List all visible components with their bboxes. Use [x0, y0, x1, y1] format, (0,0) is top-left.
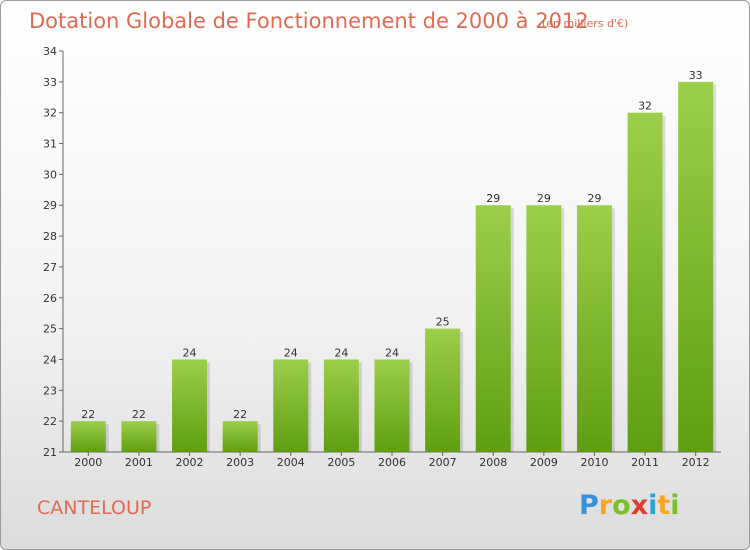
x-tick-label-2012: 2012	[682, 456, 710, 469]
bar-2002	[172, 359, 208, 452]
chart-subtitle: (en milliers d'€)	[542, 17, 629, 30]
y-tick-label: 25	[43, 323, 57, 336]
logo-letter: x	[630, 490, 649, 521]
x-tick-label-2007: 2007	[429, 456, 457, 469]
value-label-2006: 24	[385, 346, 399, 359]
y-tick-label: 30	[43, 168, 57, 181]
x-tick-label-2010: 2010	[580, 456, 608, 469]
y-tick-label: 22	[43, 415, 57, 428]
y-tick-label: 29	[43, 199, 57, 212]
logo-letter: o	[612, 490, 631, 521]
y-tick-label: 28	[43, 230, 57, 243]
bar-2007	[425, 328, 461, 452]
bar-2001	[121, 421, 157, 452]
bar-2005	[323, 359, 359, 452]
value-label-2000: 22	[81, 408, 95, 421]
x-tick-label-2002: 2002	[176, 456, 204, 469]
value-label-2009: 29	[537, 192, 551, 205]
x-tick-label-2003: 2003	[226, 456, 254, 469]
value-label-2002: 24	[183, 346, 197, 359]
bar-2011	[627, 112, 663, 452]
x-tick-label-2000: 2000	[74, 456, 102, 469]
logo-letter: t	[657, 490, 671, 521]
axes: 21 22 23 24 25 26 27 28 29 30 31 32 33 34 2000 2001 2002…	[43, 45, 721, 469]
value-label-2004: 24	[284, 346, 298, 359]
bar-2003	[222, 421, 258, 452]
y-tick-label: 31	[43, 138, 57, 151]
logo-letter: r	[598, 490, 613, 521]
x-tick-label-2008: 2008	[479, 456, 507, 469]
value-label-2011: 32	[638, 100, 652, 113]
x-tick-label-2006: 2006	[378, 456, 406, 469]
value-label-2012: 33	[689, 69, 703, 82]
value-label-2010: 29	[587, 192, 601, 205]
bar-2010	[576, 205, 612, 452]
bar-2004	[273, 359, 309, 452]
bar-2000	[70, 421, 106, 452]
y-tick-label: 24	[43, 353, 57, 366]
y-tick-label: 33	[43, 76, 57, 89]
x-tick-label-2005: 2005	[327, 456, 355, 469]
y-tick-label: 34	[43, 45, 57, 58]
value-label-2005: 24	[334, 346, 348, 359]
y-tick-label: 23	[43, 384, 57, 397]
commune-name: CANTELOUP	[37, 497, 152, 519]
y-tick-label: 27	[43, 261, 57, 274]
x-tick-label-2004: 2004	[277, 456, 305, 469]
proxiti-logo: Proxiti	[579, 490, 680, 521]
value-label-2007: 25	[436, 316, 450, 329]
y-tick-label: 32	[43, 107, 57, 120]
value-labels: 22 22 24 22 24 24 24 25 29 29 29 32 33	[81, 69, 702, 421]
value-label-2008: 29	[486, 192, 500, 205]
value-label-2001: 22	[132, 408, 146, 421]
bar-2009	[526, 205, 562, 452]
logo-letter: i	[670, 490, 680, 521]
logo-letter: P	[579, 490, 599, 521]
bar-2008	[475, 205, 511, 452]
bar-2006	[374, 359, 410, 452]
value-label-2003: 22	[233, 408, 247, 421]
logo-letter: i	[648, 490, 658, 521]
y-tick-label: 26	[43, 292, 57, 305]
bars	[70, 81, 717, 452]
bar-2012	[678, 81, 714, 452]
x-tick-label-2009: 2009	[530, 456, 558, 469]
x-tick-label-2011: 2011	[631, 456, 659, 469]
y-tick-label: 21	[43, 446, 57, 459]
chart-title: Dotation Globale de Fonctionnement de 20…	[29, 9, 589, 33]
x-tick-label-2001: 2001	[125, 456, 153, 469]
